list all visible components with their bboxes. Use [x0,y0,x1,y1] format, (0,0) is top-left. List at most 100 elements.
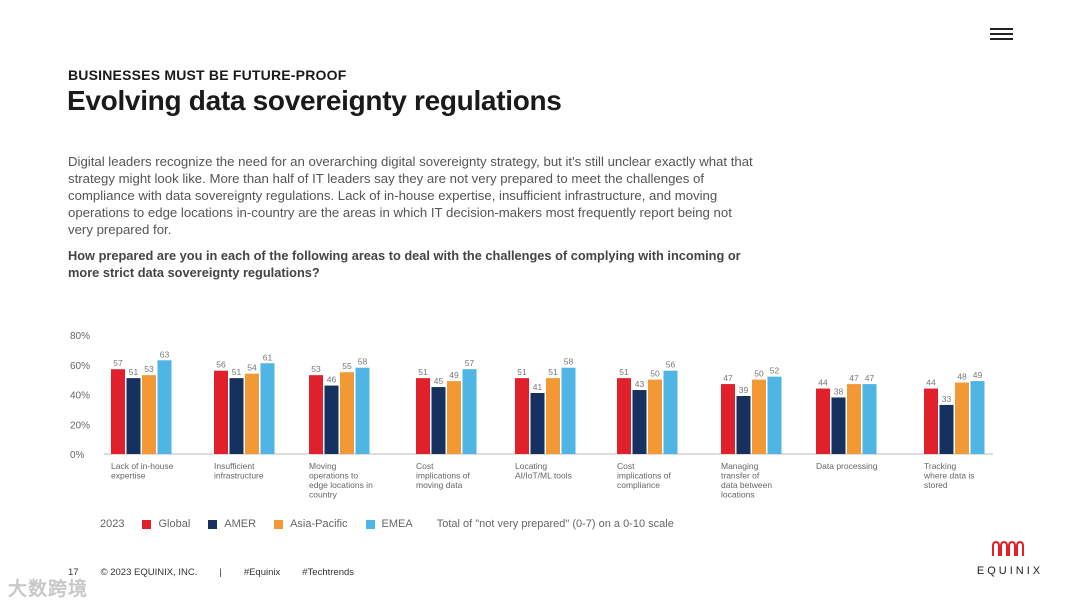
bar-asiapacific [648,379,662,454]
bar-amer [831,397,846,454]
x-tick-label: transfer of [721,471,760,481]
y-tick-label: 40% [70,391,90,402]
y-tick-label: 0% [70,450,85,461]
bar-amer [324,385,339,454]
x-tick-label: locations [721,490,755,500]
bar-amer [126,378,141,454]
legend-label-apac: Asia-Pacific [290,518,348,530]
bar-amer [530,393,545,454]
legend-item-apac: Asia-Pacific [274,518,348,530]
footer-separator: | [219,567,222,578]
data-label: 51 [548,367,558,377]
data-label: 56 [666,360,676,370]
bar-asiapacific [340,372,354,454]
legend-label-global: Global [158,518,191,530]
equinix-logo: EQUINIX [970,540,1050,577]
x-tick-label: data between [721,480,772,490]
data-label: 57 [113,358,123,368]
x-tick-label: country [309,490,338,500]
data-label: 63 [160,349,170,359]
data-label: 43 [635,379,645,389]
x-tick-label: Cost [416,461,434,471]
data-label: 44 [926,378,936,388]
data-label: 51 [232,367,242,377]
bar-amer [431,387,446,454]
bar-emea [355,367,370,454]
data-label: 47 [723,373,733,383]
bar-emea [462,369,477,454]
bar-emea [663,370,678,454]
data-label: 46 [327,375,337,385]
data-label: 45 [434,376,444,386]
bar-emea [157,360,172,454]
bar-asiapacific [847,384,861,454]
x-tick-label: Data processing [816,461,878,471]
data-label: 41 [533,382,543,392]
legend-note: Total of "not very prepared" (0-7) on a … [436,518,674,530]
x-tick-label: expertise [111,471,146,481]
bar-global [816,388,830,454]
x-tick-label: Lack of in-house [111,461,174,471]
bar-groups: 57 51 53 63 56 51 54 61 53 46 55 58 51 45 49 57 51 41 51 58… [111,349,985,454]
bar-global [924,388,938,454]
data-label: 49 [449,370,459,380]
data-label: 48 [957,372,967,382]
bar-emea [260,363,275,454]
x-tick-label: Managing [721,461,759,471]
bar-asiapacific [955,382,969,454]
x-tick-label: AI/IoT/ML tools [515,471,572,481]
data-label: 56 [216,360,226,370]
x-tick-label: infrastructure [214,471,264,481]
legend-swatch-global [142,519,152,529]
x-tick-label: Locating [515,461,547,471]
legend-swatch-amer [208,519,218,529]
y-tick-label: 80% [70,331,90,342]
data-label: 39 [739,385,749,395]
x-tick-label: operations to [309,471,358,481]
data-label: 50 [754,369,764,379]
x-tick-label: Moving [309,461,337,471]
bar-global [617,378,631,454]
legend-swatch-apac [274,519,284,529]
bar-asiapacific [245,373,259,454]
menu-icon[interactable] [990,28,1013,42]
bar-global [721,384,735,454]
data-label: 51 [418,367,428,377]
eyebrow-heading: BUSINESSES MUST BE FUTURE-PROOF [68,67,347,83]
data-label: 47 [849,373,859,383]
page-title: Evolving data sovereignty regulations [67,85,562,116]
page-number: 17 [68,567,79,578]
legend-label-amer: AMER [224,518,257,530]
data-label: 61 [263,352,273,362]
data-label: 53 [144,364,154,374]
x-tick-label: compliance [617,480,660,490]
data-label: 50 [650,369,660,379]
bar-global [214,370,228,454]
legend-label-emea: EMEA [381,518,413,530]
legend-item-emea: EMEA [365,518,413,530]
x-tick-label: moving data [416,480,463,490]
data-label: 49 [973,370,983,380]
bar-amer [736,395,751,454]
bar-asiapacific [752,379,766,454]
legend-year: 2023 [100,518,125,530]
data-label: 54 [247,363,257,373]
x-tick-label: implications of [416,471,470,481]
x-tick-label: stored [924,480,948,490]
y-tick-label: 20% [70,420,90,431]
bar-emea [862,384,877,454]
data-label: 52 [770,366,780,376]
x-tick-label: Cost [617,461,635,471]
legend-item-global: Global [142,518,190,530]
bar-global [111,369,125,454]
bar-emea [970,381,985,454]
y-tick-label: 60% [70,361,90,372]
data-label: 58 [564,357,574,367]
data-label: 55 [342,361,352,371]
bar-amer [229,378,244,454]
bar-asiapacific [546,378,560,454]
hashtag-equinix: #Equinix [243,567,281,578]
x-tick-label: Tracking [924,461,957,471]
